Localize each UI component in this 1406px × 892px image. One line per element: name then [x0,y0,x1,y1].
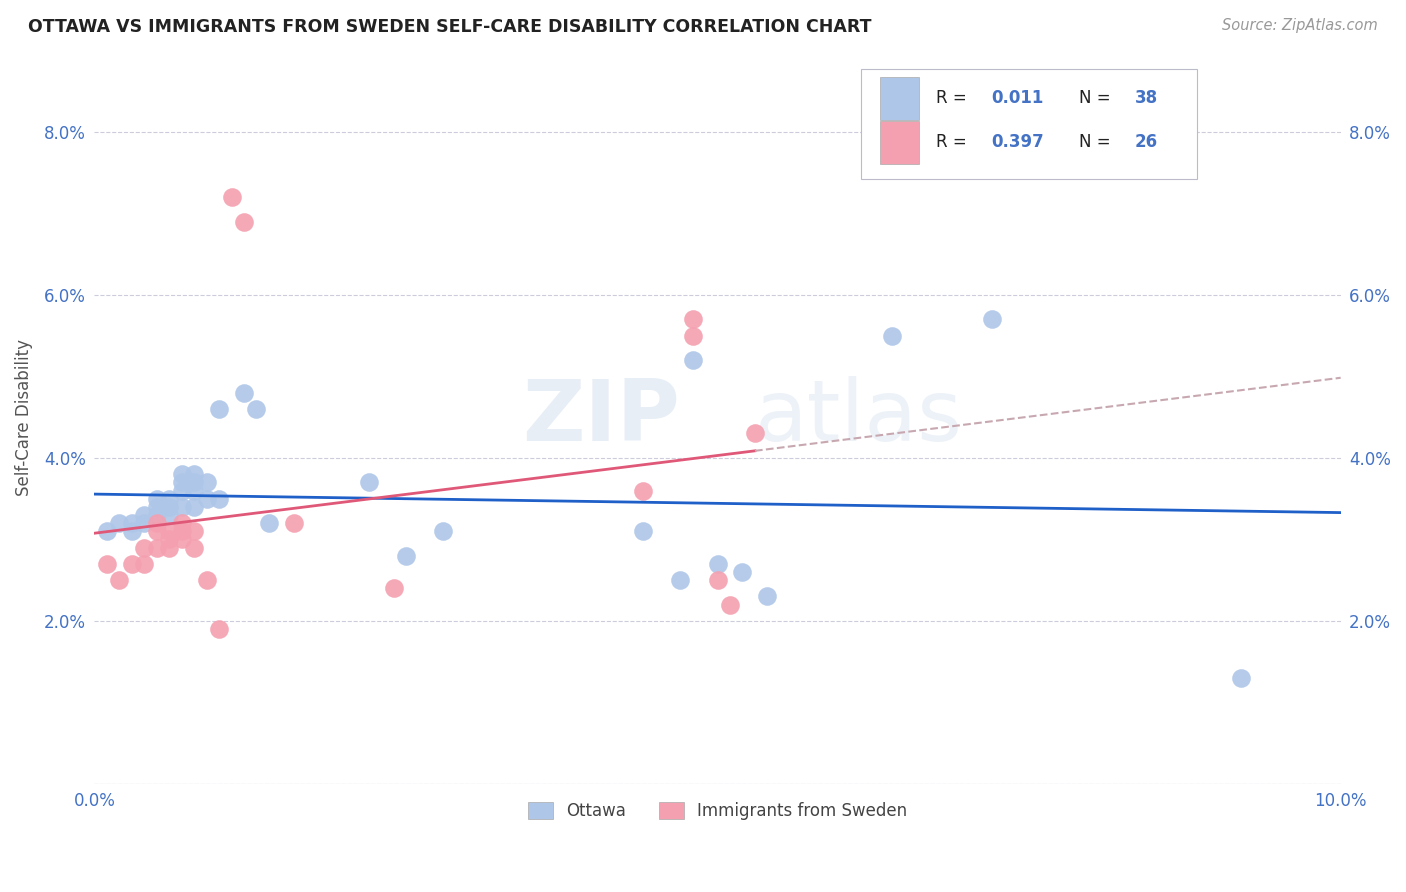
Point [706,557,728,571]
Text: 0.011: 0.011 [991,89,1045,107]
Point [395,549,418,563]
Point [170,524,193,539]
Point [718,598,741,612]
Point [157,491,180,506]
Text: R =: R = [935,89,972,107]
Point [145,541,167,555]
Point [880,328,903,343]
Point [96,524,118,539]
Point [108,573,131,587]
Point [382,581,405,595]
Point [145,491,167,506]
Point [170,483,193,498]
Point [157,500,180,514]
Point [170,475,193,490]
Point [980,312,1002,326]
Point [357,475,380,490]
Point [195,573,218,587]
Point [170,500,193,514]
Point [96,557,118,571]
Legend: Ottawa, Immigrants from Sweden: Ottawa, Immigrants from Sweden [520,795,914,827]
Point [157,524,180,539]
Point [195,475,218,490]
Text: OTTAWA VS IMMIGRANTS FROM SWEDEN SELF-CARE DISABILITY CORRELATION CHART: OTTAWA VS IMMIGRANTS FROM SWEDEN SELF-CA… [28,18,872,36]
Point [145,516,167,530]
Point [432,524,454,539]
FancyBboxPatch shape [860,69,1198,179]
Point [208,402,231,417]
Point [145,500,167,514]
Text: N =: N = [1078,133,1116,152]
Point [731,565,754,579]
Point [170,467,193,482]
Point [183,524,205,539]
Text: 0.397: 0.397 [991,133,1045,152]
Text: N =: N = [1078,89,1116,107]
Point [157,508,180,522]
Point [669,573,692,587]
Point [134,557,156,571]
Point [682,328,704,343]
FancyBboxPatch shape [880,120,920,164]
Point [121,524,143,539]
Text: ZIP: ZIP [523,376,681,458]
Point [183,467,205,482]
Point [108,516,131,530]
Text: R =: R = [935,133,972,152]
Point [682,353,704,368]
Point [183,475,205,490]
Point [283,516,305,530]
Point [682,312,704,326]
Point [183,541,205,555]
Point [134,541,156,555]
Point [221,190,243,204]
Point [233,385,256,400]
Point [183,500,205,514]
Point [170,516,193,530]
Point [134,516,156,530]
Point [183,483,205,498]
Point [157,541,180,555]
FancyBboxPatch shape [880,77,920,120]
Point [121,516,143,530]
Point [134,508,156,522]
Text: 38: 38 [1135,89,1159,107]
Point [145,524,167,539]
Point [170,533,193,547]
Point [245,402,267,417]
Point [208,491,231,506]
Point [1230,671,1253,685]
Point [631,524,654,539]
Text: atlas: atlas [755,376,963,458]
Y-axis label: Self-Care Disability: Self-Care Disability [15,339,32,496]
Point [121,557,143,571]
Point [744,426,766,441]
Point [233,215,256,229]
Point [257,516,280,530]
Text: Source: ZipAtlas.com: Source: ZipAtlas.com [1222,18,1378,33]
Point [706,573,728,587]
Text: 26: 26 [1135,133,1159,152]
Point [157,533,180,547]
Point [756,590,779,604]
Point [145,508,167,522]
Point [208,622,231,636]
Point [195,491,218,506]
Point [631,483,654,498]
